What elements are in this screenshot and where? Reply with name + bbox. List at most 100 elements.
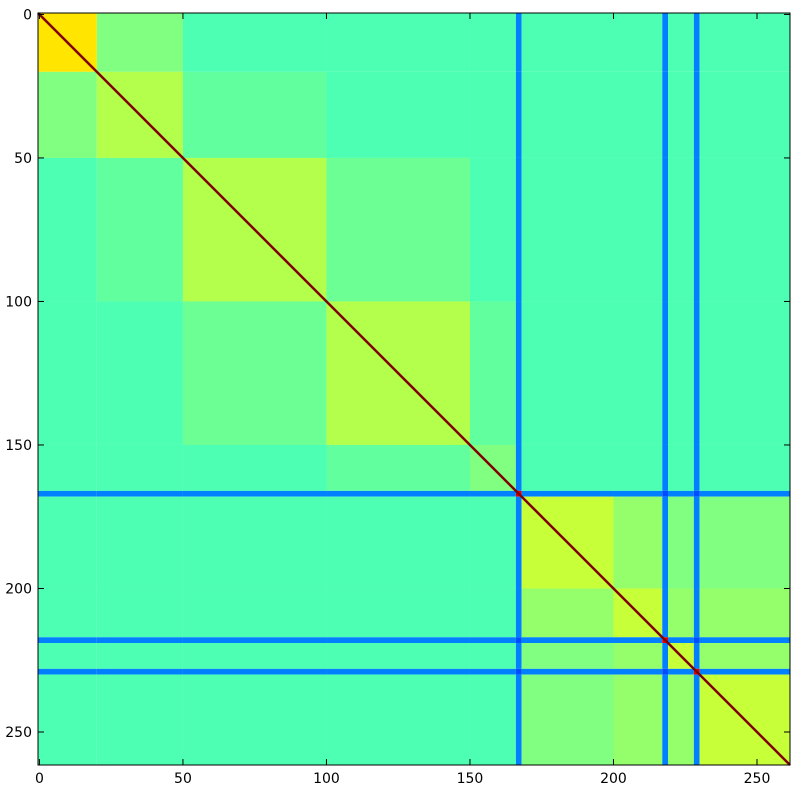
heat-cell [96, 674, 183, 765]
heat-cell [613, 13, 663, 72]
heat-cell [662, 496, 669, 589]
x-tick-label: 250 [744, 771, 771, 787]
heat-cell [613, 643, 663, 669]
heat-cell [515, 637, 522, 644]
heat-cell [662, 71, 669, 158]
heat-cell [326, 588, 470, 638]
heat-cell [668, 301, 694, 445]
heat-cell [469, 496, 516, 589]
heat-cell [521, 643, 614, 669]
heat-cell [693, 71, 700, 158]
x-tick-label: 200 [600, 771, 627, 787]
heat-cell [469, 668, 516, 675]
heat-cell [469, 13, 516, 72]
heat-cell [521, 637, 614, 644]
heat-cell [515, 496, 522, 589]
heat-cell [521, 490, 614, 497]
heat-cell [521, 668, 614, 675]
heat-cell [662, 674, 669, 765]
heat-cell [662, 301, 669, 445]
heat-cell [96, 643, 183, 669]
heat-cell [662, 13, 669, 72]
heat-cell [699, 13, 790, 72]
heat-cell [699, 444, 790, 491]
heat-cell [515, 301, 522, 445]
heat-cell [662, 643, 669, 669]
heat-cell [96, 637, 183, 644]
heat-cell [668, 674, 694, 765]
heat-cell [182, 301, 327, 445]
heat-cell [699, 643, 790, 669]
heat-cell [182, 444, 327, 491]
heat-cell [96, 490, 183, 497]
heat-cell [182, 71, 327, 158]
heat-cell [668, 637, 694, 644]
heat-cell [96, 588, 183, 638]
heat-cell [662, 157, 669, 302]
x-tick-label: 100 [313, 771, 340, 787]
heat-cell [469, 157, 516, 302]
heat-cell [38, 496, 97, 589]
heat-cell [668, 71, 694, 158]
heat-cell [521, 301, 614, 445]
heat-cell [182, 643, 327, 669]
heat-cell [326, 496, 470, 589]
heat-cell [96, 301, 183, 445]
heat-cell [699, 668, 790, 675]
heat-cell [693, 643, 700, 669]
y-tick-label: 100 [5, 294, 32, 310]
heat-cell [38, 490, 97, 497]
heat-cell [515, 668, 522, 675]
heat-cell [326, 13, 470, 72]
heat-cell [668, 444, 694, 491]
heat-cell [469, 588, 516, 638]
heat-cell [96, 668, 183, 675]
heat-cell [469, 637, 516, 644]
y-tick-label: 0 [23, 7, 32, 23]
heat-cell [182, 668, 327, 675]
heat-cell [182, 13, 327, 72]
heat-cell [515, 157, 522, 302]
heat-cell [182, 637, 327, 644]
plot-frame [37, 12, 791, 766]
heat-cell [521, 157, 614, 302]
heat-cell [515, 13, 522, 72]
heat-cell [326, 71, 470, 158]
heat-cell [521, 13, 614, 72]
heat-cell [668, 13, 694, 72]
heat-cell [613, 496, 663, 589]
heat-cell [469, 674, 516, 765]
heat-cell [521, 588, 614, 638]
x-tick-label: 0 [35, 771, 44, 787]
heat-cell [699, 301, 790, 445]
heat-cell [38, 71, 97, 158]
heat-cell [469, 71, 516, 158]
y-tick-label: 50 [14, 151, 32, 167]
diagonal [37, 12, 791, 766]
heat-cell [693, 490, 700, 497]
heat-cell [668, 668, 694, 675]
heat-cell [662, 668, 669, 675]
heat-cell [521, 444, 614, 491]
heat-cell [613, 301, 663, 445]
heat-cell [699, 588, 790, 638]
heat-cell [613, 157, 663, 302]
heat-cell [38, 643, 97, 669]
heat-cell [326, 668, 470, 675]
heat-cell [699, 71, 790, 158]
heat-cell [693, 674, 700, 765]
heat-cell [38, 668, 97, 675]
heat-cell [182, 674, 327, 765]
heat-cell [668, 496, 694, 589]
heat-cell [668, 588, 694, 638]
heat-cell [662, 490, 669, 497]
heat-cell [96, 13, 183, 72]
heat-cell [326, 157, 470, 302]
heat-cell [96, 496, 183, 589]
x-tick-label: 50 [174, 771, 192, 787]
heat-cell [699, 157, 790, 302]
heat-cell [693, 13, 700, 72]
heat-cell [326, 490, 470, 497]
heat-cell [469, 301, 516, 445]
y-tick-label: 200 [5, 581, 32, 597]
